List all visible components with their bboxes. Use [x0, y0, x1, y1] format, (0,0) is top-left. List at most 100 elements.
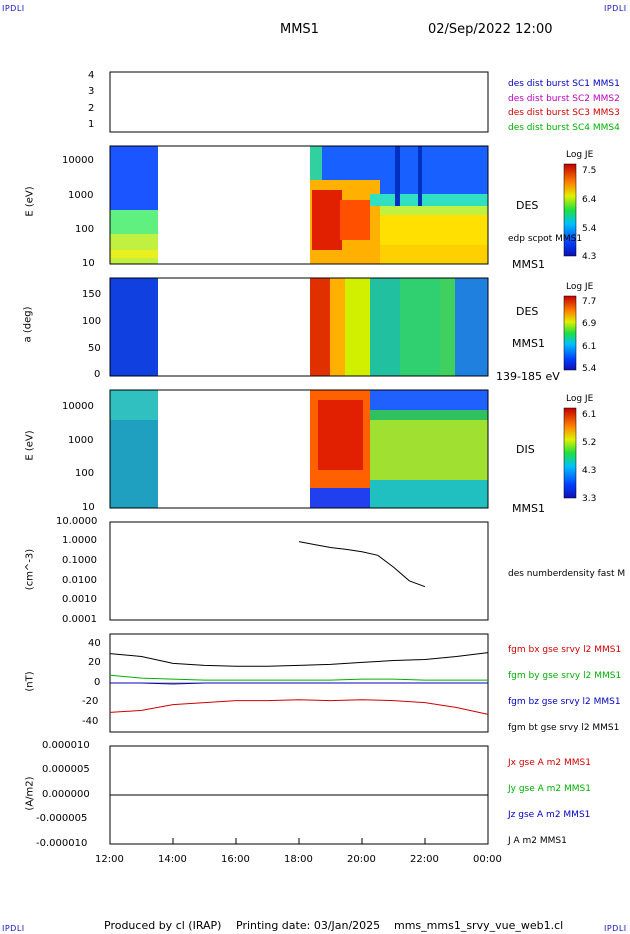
dis-energy-ytick: 1000 — [68, 435, 94, 446]
corner-logo-top-left: IPDLI — [2, 4, 25, 13]
des-pitch-cbar-title: Log JE — [566, 282, 594, 292]
des-energy-cbar-tick: 5.4 — [582, 224, 597, 234]
des-pitch-spacecraft-label: MMS1 — [512, 337, 545, 350]
bfield-ytick: 0 — [94, 677, 101, 688]
time-tick-label: 20:00 — [347, 854, 376, 865]
footer-filename: mms_mms1_srvy_vue_web1.cl — [394, 919, 564, 932]
dis-energy-cbar-tick: 6.1 — [582, 410, 597, 420]
des-energy-colorbar — [563, 163, 577, 257]
des-energy-cbar-tick: 7.5 — [582, 166, 597, 176]
bfield-ytick: 20 — [88, 657, 101, 668]
dis-energy-cbar-tick: 4.3 — [582, 466, 597, 476]
density-frame — [109, 521, 489, 621]
bfield-series-line — [109, 674, 488, 681]
legend-entry: Jx gse A m2 MMS1 — [508, 758, 591, 768]
dis-energy-spectrogram — [110, 390, 488, 508]
footer-produced: Produced by cl (IRAP) — [104, 919, 222, 932]
des-pitch-cbar-tick: 5.4 — [582, 364, 597, 374]
des-pitch-energy-range: 139-185 eV — [496, 370, 560, 383]
dis-energy-ytick: 100 — [75, 468, 95, 479]
legend-entry: J A m2 MMS1 — [508, 836, 567, 846]
current-ytick: -0.000005 — [36, 813, 88, 824]
density-ytick: 0.0010 — [62, 594, 97, 605]
current-ytick: 0.000005 — [42, 764, 90, 775]
des-pitch-side-label: DES — [516, 305, 539, 318]
density-ytick: 0.0001 — [62, 614, 97, 625]
density-ytick: 0.0100 — [62, 575, 97, 586]
datetime-title: 02/Sep/2022 12:00 — [428, 22, 553, 37]
legend-entry: des dist burst SC4 MMS4 — [508, 122, 620, 133]
dis-energy-cbar-tick: 3.3 — [582, 494, 597, 504]
des-pitch-cbar-tick: 6.9 — [582, 319, 597, 329]
corner-logo-bottom-left: IPDLI — [2, 924, 25, 933]
des-energy-cbar-tick: 4.3 — [582, 252, 597, 262]
des-energy-spectrogram — [110, 146, 488, 264]
dis-energy-colorbar — [563, 407, 577, 499]
bfield-series-line — [110, 682, 488, 685]
des-energy-frame — [109, 145, 489, 265]
dis-energy-ylabel: E (eV) — [24, 430, 36, 461]
spacecraft-title: MMS1 — [280, 22, 319, 37]
bfield-series-line — [109, 699, 489, 715]
des-pitch-ytick: 100 — [82, 316, 102, 327]
density-ylabel: (cm^-3) — [24, 548, 36, 591]
legend-entry: fgm bx gse srvy l2 MMS1 — [508, 645, 622, 655]
dis-energy-side-label: DIS — [516, 443, 535, 456]
corner-logo-bottom-right: IPDLI — [604, 924, 627, 933]
des-energy-cbar-title: Log JE — [566, 150, 594, 160]
des-pitch-spectrogram — [110, 278, 488, 376]
des-energy-ytick: 1000 — [68, 190, 94, 201]
legend-entry: fgm bz gse srvy l2 MMS1 — [508, 697, 621, 707]
bfield-series-line — [109, 652, 489, 667]
des-pitch-frame — [109, 277, 489, 377]
burst-ytick-1: 1 — [88, 119, 95, 130]
des-pitch-ylabel: a (deg) — [22, 306, 34, 343]
current-ytick: 0.000010 — [42, 740, 90, 751]
des-pitch-ytick: 50 — [88, 343, 101, 354]
current-ytick: -0.000010 — [36, 838, 88, 849]
des-energy-ytick: 10 — [82, 258, 95, 269]
bfield-ytick: -20 — [82, 696, 99, 707]
density-ytick: 1.0000 — [62, 535, 97, 546]
des-pitch-cbar-tick: 7.7 — [582, 297, 597, 307]
des-energy-ylabel: E (eV) — [24, 186, 36, 217]
bfield-ylabel: (nT) — [24, 671, 36, 692]
density-series-line — [298, 541, 426, 588]
time-tick-label: 22:00 — [410, 854, 439, 865]
legend-entry: des dist burst SC3 MMS3 — [508, 108, 620, 118]
legend-entry: Jz gse A m2 MMS1 — [508, 810, 591, 820]
des-energy-cbar-tick: 6.4 — [582, 195, 597, 205]
footer-printing-date: Printing date: 03/Jan/2025 — [236, 919, 381, 932]
des-energy-side-label: DES — [516, 199, 539, 212]
current-ylabel: (A/m2) — [24, 776, 36, 811]
bfield-ytick: -40 — [82, 716, 99, 727]
time-tick-label: 16:00 — [221, 854, 250, 865]
current-ytick: 0.000000 — [42, 789, 90, 800]
bfield-ytick: 40 — [88, 638, 101, 649]
burst-ytick-4: 4 — [88, 70, 95, 81]
legend-entry: des dist burst SC1 MMS1 — [508, 79, 620, 89]
dis-energy-cbar-tick: 5.2 — [582, 438, 597, 448]
dis-energy-ytick: 10000 — [62, 401, 94, 412]
time-tick-label: 14:00 — [158, 854, 187, 865]
dis-energy-spacecraft-label: MMS1 — [512, 502, 545, 515]
time-tick-label: 18:00 — [284, 854, 313, 865]
des-pitch-ytick: 0 — [94, 369, 101, 380]
legend-entry: Jy gse A m2 MMS1 — [508, 784, 591, 794]
burst-ytick-2: 2 — [88, 103, 95, 114]
des-pitch-cbar-tick: 6.1 — [582, 342, 597, 352]
burst-ytick-3: 3 — [88, 86, 95, 97]
des-pitch-ytick: 150 — [82, 289, 102, 300]
bfield-series-group — [109, 652, 489, 715]
des-energy-ytick: 10000 — [62, 155, 94, 166]
des-energy-scpot-label: edp scpot MMS1 — [508, 234, 583, 244]
des-energy-spacecraft-label: MMS1 — [512, 258, 545, 271]
density-ytick: 10.0000 — [56, 516, 98, 527]
density-legend: des numberdensity fast M — [508, 569, 626, 579]
corner-logo-top-right: IPDLI — [604, 4, 627, 13]
burst-panel-frame — [109, 71, 489, 133]
legend-entry: fgm by gse srvy l2 MMS1 — [508, 671, 622, 681]
time-axis-ticks — [109, 838, 489, 844]
legend-entry: des dist burst SC2 MMS2 — [508, 93, 620, 104]
